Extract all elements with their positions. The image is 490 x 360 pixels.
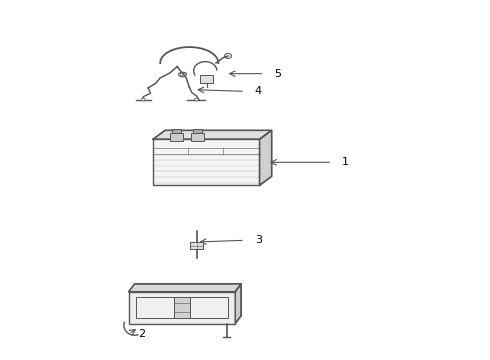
FancyBboxPatch shape [153,139,260,185]
Circle shape [195,98,198,101]
FancyBboxPatch shape [192,133,204,141]
FancyBboxPatch shape [190,242,203,249]
FancyBboxPatch shape [137,297,227,318]
FancyBboxPatch shape [170,133,183,141]
FancyBboxPatch shape [129,292,235,324]
Text: 1: 1 [342,157,349,167]
Text: 3: 3 [255,235,262,245]
Text: 4: 4 [255,86,262,96]
FancyBboxPatch shape [200,75,213,82]
FancyBboxPatch shape [194,129,202,133]
Text: 2: 2 [138,329,146,339]
Polygon shape [153,130,271,139]
FancyBboxPatch shape [172,129,181,133]
Circle shape [141,98,145,101]
FancyBboxPatch shape [174,297,190,318]
Polygon shape [235,284,241,324]
Polygon shape [129,284,241,292]
Polygon shape [260,130,271,185]
Text: 5: 5 [274,69,281,79]
